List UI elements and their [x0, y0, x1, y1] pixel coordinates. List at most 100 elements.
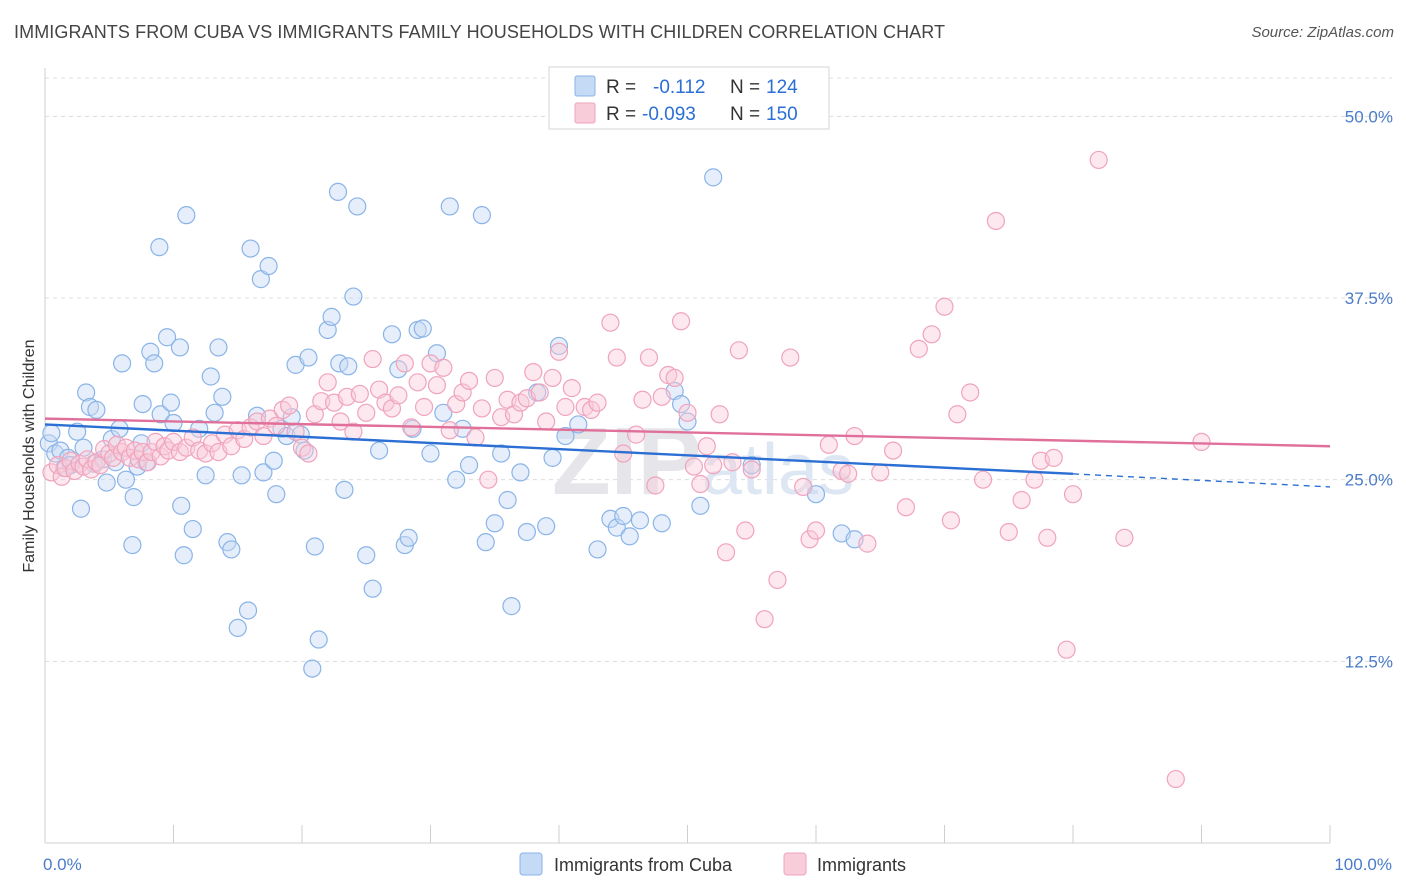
point-cuba [241, 239, 260, 258]
point-immigrants [883, 441, 903, 460]
point-cuba [87, 400, 106, 420]
point-immigrants [1063, 485, 1083, 504]
point-immigrants [704, 456, 723, 475]
stats-r-label-cuba: R = [606, 77, 636, 98]
point-immigrants [543, 368, 562, 388]
point-cuba [421, 444, 440, 463]
point-cuba [116, 470, 136, 489]
point-immigrants [1166, 769, 1185, 789]
point-cuba [328, 182, 348, 202]
point-immigrants [408, 373, 427, 392]
point-immigrants [280, 396, 299, 415]
point-immigrants [806, 521, 826, 540]
point-cuba [413, 319, 432, 338]
point-cuba [447, 470, 466, 489]
point-immigrants [537, 412, 556, 431]
point-immigrants [839, 464, 858, 483]
point-immigrants [582, 400, 601, 420]
legend-label-immigrants: Immigrants [817, 855, 906, 875]
point-immigrants [922, 325, 941, 344]
point-cuba [322, 307, 341, 326]
point-immigrants [684, 457, 704, 476]
point-cuba [102, 429, 121, 449]
point-cuba [537, 517, 556, 536]
point-immigrants [736, 521, 755, 540]
point-immigrants [299, 444, 318, 463]
point-immigrants [896, 498, 916, 517]
point-immigrants [479, 470, 498, 489]
point-cuba [209, 338, 228, 357]
point-cuba [440, 197, 459, 216]
point-cuba [264, 451, 283, 470]
point-immigrants [986, 211, 1006, 231]
point-immigrants [973, 470, 993, 489]
point-cuba [614, 506, 633, 526]
watermark-atlas: atlas [702, 430, 854, 510]
point-immigrants [485, 368, 504, 388]
point-immigrants [414, 397, 434, 417]
point-cuba [309, 630, 328, 649]
point-cuba [124, 488, 143, 507]
stats-legend-box [548, 66, 830, 130]
data-points [39, 150, 1211, 789]
point-cuba [151, 405, 170, 424]
point-immigrants [639, 348, 659, 367]
point-immigrants [267, 416, 286, 435]
point-immigrants [697, 437, 716, 456]
point-cuba [485, 514, 504, 533]
point-immigrants [948, 405, 967, 424]
point-cuba [183, 519, 202, 539]
axes: 12.5% 25.0% 37.5% 50.0% [44, 68, 1393, 844]
point-cuba [170, 338, 190, 357]
point-immigrants [389, 386, 408, 405]
point-immigrants [562, 379, 581, 398]
point-cuba [196, 466, 215, 485]
point-immigrants [1025, 470, 1044, 489]
x-tick-label-left: 0.0% [43, 855, 82, 874]
point-immigrants [601, 313, 620, 332]
point-immigrants [691, 474, 710, 494]
trend-line-cuba-extension [1072, 473, 1331, 488]
point-immigrants [794, 477, 813, 497]
point-immigrants [961, 383, 980, 402]
stats-n-label-immigrants: N = [730, 104, 760, 125]
point-cuba [399, 528, 418, 547]
point-cuba [172, 496, 191, 515]
point-cuba [254, 463, 273, 482]
point-immigrants [633, 390, 652, 409]
point-immigrants [665, 368, 684, 388]
point-cuba [157, 328, 177, 347]
point-immigrants [504, 405, 524, 424]
point-immigrants [1012, 490, 1031, 510]
point-immigrants [710, 405, 729, 424]
point-immigrants [1057, 640, 1076, 659]
point-cuba [517, 522, 536, 542]
point-cuba [498, 490, 517, 510]
point-immigrants [459, 371, 479, 390]
point-immigrants [1044, 448, 1063, 467]
point-immigrants [819, 435, 838, 454]
point-cuba [305, 537, 324, 556]
point-immigrants [999, 522, 1018, 542]
point-cuba [434, 403, 453, 422]
point-immigrants [1038, 528, 1057, 547]
point-cuba [68, 422, 87, 441]
point-cuba [607, 518, 626, 537]
point-immigrants [858, 534, 877, 553]
point-cuba [71, 499, 91, 518]
point-cuba [150, 238, 169, 257]
y-tick-label: 50.0% [1345, 107, 1393, 126]
stats-swatch-immigrants [574, 102, 596, 124]
point-cuba [357, 546, 376, 565]
series-legend: Immigrants from Cuba Immigrants [519, 852, 906, 876]
point-cuba [201, 367, 220, 386]
point-cuba [630, 511, 650, 530]
point-immigrants [652, 387, 671, 406]
point-immigrants [363, 349, 382, 369]
trend-line-immigrants [44, 417, 1331, 448]
point-immigrants [549, 342, 569, 361]
point-immigrants [941, 511, 961, 530]
point-cuba [299, 348, 318, 367]
point-cuba [742, 456, 761, 475]
